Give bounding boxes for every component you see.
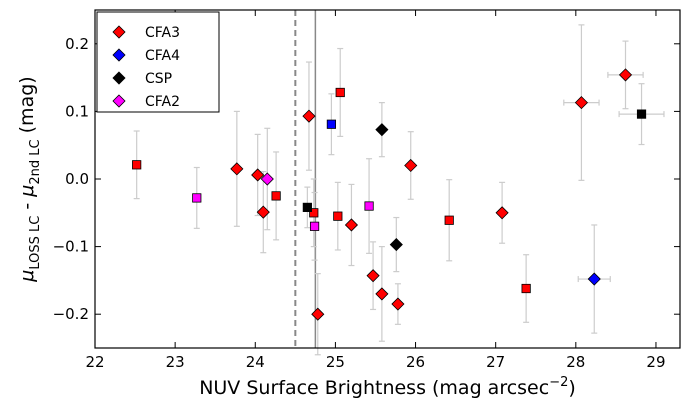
y-axis-label-sub2: 2nd LC [28, 139, 43, 184]
point-cfa3-diamond [618, 68, 633, 82]
legend-marker [112, 25, 126, 39]
legend-label: CSP [145, 71, 172, 87]
x-axis-label: NUV Surface Brightness (mag arcsec−2) [199, 375, 576, 399]
y-axis-label-mid: - [16, 197, 38, 216]
point-cfa3-diamond [391, 297, 405, 311]
point-cfa3-diamond [302, 109, 316, 123]
point-cfa3-square [333, 211, 343, 221]
point-cfa3-diamond [311, 307, 325, 321]
y-tick-label: −0.2 [53, 305, 89, 323]
y-axis-label-unit: (mag) [16, 76, 38, 139]
point-cfa3-square [271, 191, 281, 201]
legend: CFA3 CFA4 CSP CFA2 [96, 11, 220, 113]
legend-label: CFA2 [145, 94, 180, 110]
x-axis-label-main: NUV Surface Brightness (mag arcsec [199, 377, 549, 399]
point-cfa2-square [309, 221, 320, 231]
y-axis-label-sub1: LOSS LC [28, 216, 43, 270]
y-axis-label-mu2: μ [16, 185, 38, 198]
x-tick-label: 28 [566, 353, 585, 371]
x-axis-label-exponent: −2 [549, 375, 568, 390]
legend-label: CFA3 [145, 25, 180, 41]
point-cfa3-square [335, 87, 345, 98]
y-tick-label: 0.1 [65, 102, 89, 120]
y-tick-label: −0.1 [53, 238, 89, 256]
point-cfa3-diamond [375, 287, 389, 301]
y-tick-label: 0.0 [65, 170, 89, 188]
point-csp-square [302, 202, 312, 212]
point-cfa3-square [132, 160, 142, 170]
point-cfa2-square [364, 201, 374, 211]
legend-label: CFA4 [145, 48, 180, 64]
x-tick-label: 22 [85, 353, 104, 371]
x-tick-label: 29 [646, 353, 665, 371]
point-cfa3-diamond [251, 168, 265, 182]
x-axis-label-end: ) [568, 377, 575, 399]
point-cfa3-diamond [495, 206, 509, 220]
point-cfa3-square [444, 215, 454, 225]
legend-marker [112, 48, 126, 62]
point-cfa2-diamond [260, 172, 274, 186]
y-tick-label: 0.2 [65, 35, 89, 53]
point-cfa4-square [326, 119, 337, 129]
legend-marker [112, 94, 126, 108]
point-cfa3-diamond [574, 96, 588, 110]
x-tick-label: 23 [166, 353, 185, 371]
y-axis-label: μLOSS LC - μ2nd LC (mag) [16, 76, 43, 282]
point-cfa3-diamond [256, 205, 270, 219]
legend-items: CFA3 CFA4 CSP CFA2 [112, 25, 180, 110]
point-cfa3-diamond [230, 162, 244, 176]
axis-ticks: 22 23 24 25 26 27 28 29 −0.2 −0.1 0.0 0.1 0.2 [53, 10, 680, 371]
legend-marker [112, 71, 126, 85]
point-cfa3-square [309, 208, 319, 218]
point-cfa4-diamond [587, 272, 601, 286]
point-csp-square [636, 109, 647, 119]
data-points [132, 68, 647, 321]
y-axis-label-mu: μ [16, 270, 38, 283]
point-cfa2-square [192, 193, 202, 203]
x-tick-label: 25 [326, 353, 345, 371]
point-cfa3-square [521, 283, 531, 294]
point-cfa3-diamond [366, 269, 380, 283]
x-tick-label: 26 [406, 353, 425, 371]
x-tick-label: 27 [486, 353, 505, 371]
point-cfa3-diamond [404, 158, 418, 173]
x-tick-label: 24 [246, 353, 265, 371]
point-csp-diamond [375, 123, 389, 137]
point-cfa3-diamond [344, 218, 359, 232]
point-csp-diamond [389, 238, 403, 252]
